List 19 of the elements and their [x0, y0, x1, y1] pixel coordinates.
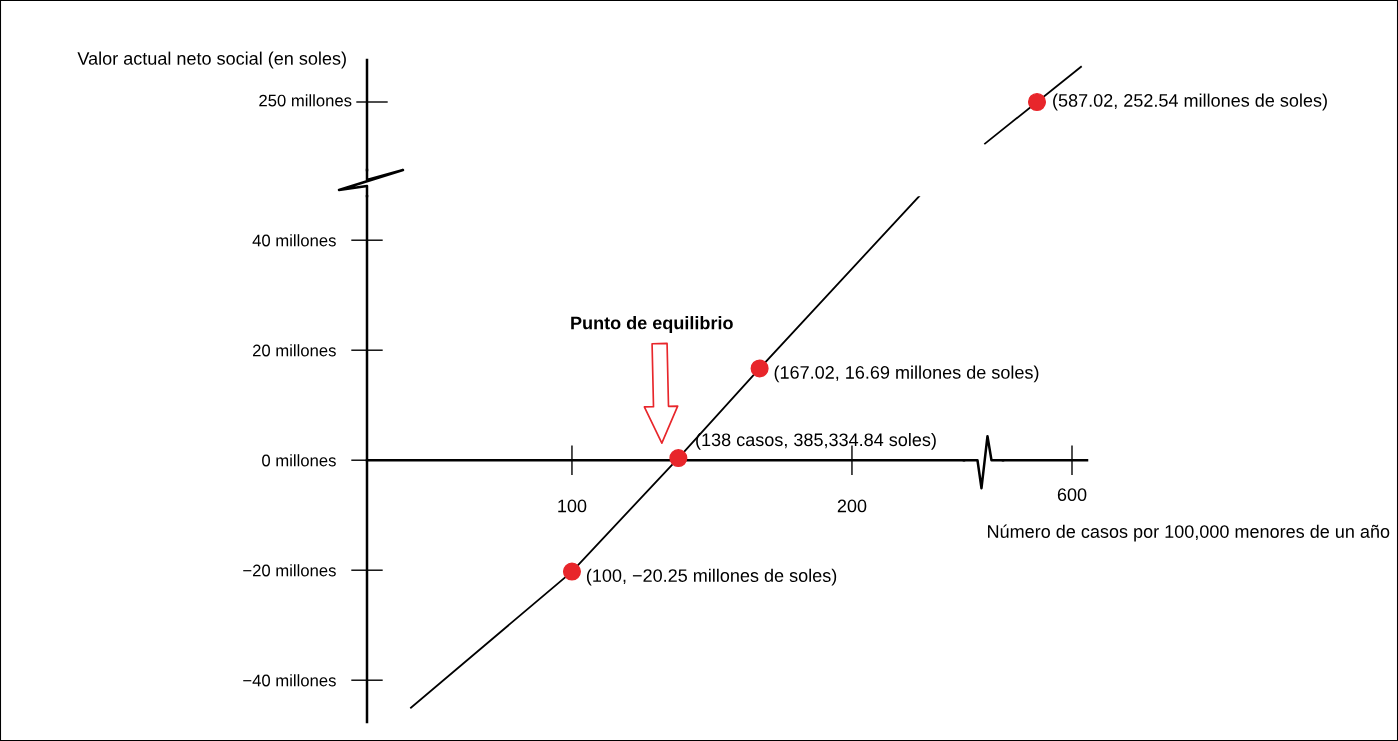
- y-tick-label: 0 millones: [262, 454, 336, 467]
- point: [669, 449, 688, 468]
- y-tick-label: −20 millones: [243, 564, 336, 577]
- annotation: (100, −20.25 millones de soles): [586, 568, 837, 586]
- x-tick-label: 200: [837, 499, 867, 513]
- x-tick-label: 100: [558, 499, 587, 513]
- annotation: (138 casos, 385,334.84 soles): [696, 432, 936, 450]
- annotation: Punto de equilibrio: [571, 316, 733, 333]
- y-tick-label: 20 millones: [252, 344, 336, 357]
- point: [562, 562, 581, 581]
- text: Número de casos por 100,000 menores de un año: [988, 524, 1390, 542]
- point: [750, 359, 769, 378]
- y-tick-label: −40 millones: [243, 674, 336, 687]
- text: 600: [1057, 488, 1087, 502]
- text: (587.02, 252.54 millones de soles): [1053, 93, 1327, 111]
- text: 250 millones: [259, 94, 352, 107]
- annotation: (167.02, 16.69 millones de soles): [774, 365, 1039, 383]
- y-tick-label: 40 millones: [252, 234, 336, 247]
- text: Valor actual neto social (en soles): [77, 51, 346, 69]
